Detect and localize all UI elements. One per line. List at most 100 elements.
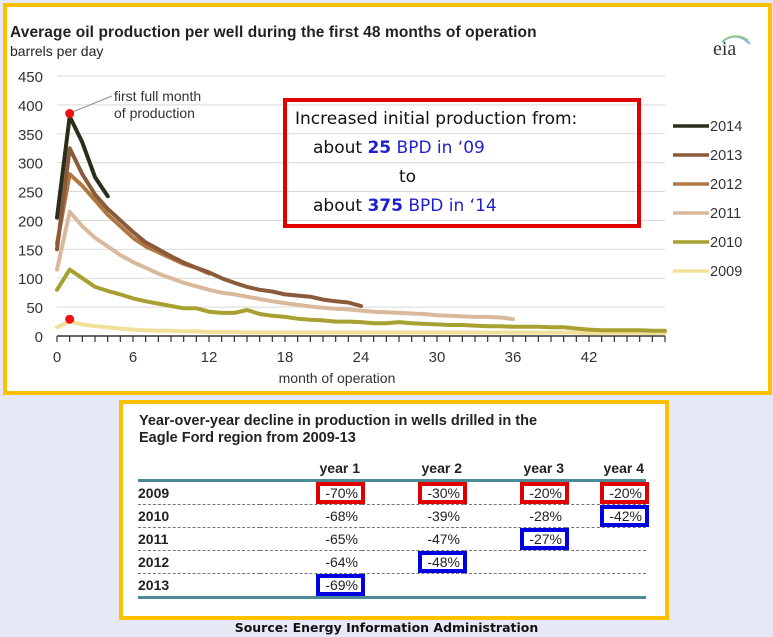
highlighted-value: -30% — [418, 482, 467, 504]
table-row: 2009 -70% -30% -20% -20% — [138, 480, 649, 505]
callout-line-3: to — [399, 167, 417, 187]
chart-title: Average oil production per well during t… — [10, 24, 537, 41]
gridlines — [57, 75, 665, 308]
series-line-2011 — [55, 209, 515, 322]
table-cell — [362, 573, 464, 599]
x-tick-label: 24 — [353, 349, 370, 366]
column-header: year 4 — [603, 460, 644, 476]
column-header — [138, 458, 260, 481]
highlighted-value: -48% — [418, 551, 467, 573]
column-header: year 1 — [319, 460, 360, 476]
callout-value-2009: 25 — [367, 138, 392, 158]
table-cell: -20% — [566, 480, 649, 505]
series-line-2014 — [55, 114, 110, 220]
legend-label: 2011 — [710, 206, 741, 222]
highlighted-value: -27% — [520, 528, 569, 550]
x-axis-label: month of operation — [279, 370, 396, 386]
y-axis-label: barrels per day — [10, 43, 104, 59]
y-tick-label: 250 — [18, 185, 43, 202]
eia-logo: eia — [710, 30, 755, 60]
table-cell — [566, 573, 646, 599]
y-tick-labels: 0 50 100 150 200 250 300 350 400 450 — [18, 69, 43, 346]
cell-value: -28% — [529, 508, 562, 524]
series-lines — [55, 114, 667, 336]
table-title-line-2: Eagle Ford region from 2009-13 — [139, 430, 356, 446]
y-tick-label: 450 — [18, 69, 43, 86]
x-tick-label: 42 — [581, 349, 598, 366]
x-tick-label: 36 — [505, 349, 522, 366]
row-label: 2013 — [138, 573, 260, 599]
cell-value: -39% — [427, 508, 460, 524]
line-chart: 0 50 100 150 200 250 300 350 400 450 0 6 12 18 24 30 36… — [18, 69, 742, 386]
table-cell: -42% — [566, 504, 649, 528]
row-label: 2009 — [138, 480, 260, 505]
cell-value: -64% — [325, 554, 358, 570]
callout-text: about — [313, 196, 368, 216]
legend-label: 2013 — [710, 148, 742, 164]
table-cell: -48% — [362, 550, 467, 574]
y-tick-label: 400 — [18, 98, 43, 115]
table-cell: -65% — [260, 527, 362, 551]
y-tick-label: 200 — [18, 213, 43, 230]
row-label: 2012 — [138, 550, 260, 574]
x-tick-label: 6 — [129, 349, 137, 366]
callout-text: about — [313, 138, 368, 158]
table-cell: -30% — [362, 480, 467, 505]
table-cell — [464, 573, 566, 599]
annotation-leader — [73, 95, 113, 113]
series-line-2009 — [55, 319, 667, 336]
table-cell: -69% — [260, 573, 365, 599]
y-tick-label: 350 — [18, 127, 43, 144]
table-cell — [464, 550, 566, 574]
table-cell: -68% — [260, 504, 362, 528]
table-row: 2011 -65% -47% -27% — [138, 527, 646, 551]
annotation-point-2014 — [65, 109, 75, 119]
legend-label: 2010 — [710, 235, 742, 251]
eia-logo-text: eia — [713, 38, 737, 60]
table-title-line-1: Year-over-year decline in production in … — [139, 413, 538, 429]
table-row: 2012 -64% -48% — [138, 550, 646, 574]
table-cell — [566, 550, 646, 574]
series-line-2010 — [55, 267, 667, 333]
callout-line-4: about 375 BPD in ‘14 — [313, 196, 497, 216]
table-cell: -28% — [464, 504, 566, 528]
legend-label: 2009 — [710, 264, 742, 280]
y-tick-label: 0 — [35, 329, 43, 346]
callout-text: BPD in ‘14 — [402, 196, 497, 216]
x-tick-label: 0 — [53, 349, 61, 366]
callout-line-1: Increased initial production from: — [295, 109, 578, 129]
table-header-row: year 1 year 2 year 3 year 4 — [138, 458, 646, 481]
y-tick-label: 100 — [18, 271, 43, 288]
annotation-text: first full month — [114, 88, 201, 104]
cell-value: -65% — [325, 531, 358, 547]
decline-table: year 1 year 2 year 3 year 4 2009 -70% -30%… — [138, 458, 649, 599]
series-line-2013 — [55, 146, 363, 308]
highlighted-value: -20% — [600, 482, 649, 504]
table-cell: -39% — [362, 504, 464, 528]
table-cell: -70% — [260, 480, 365, 505]
legend-label: 2014 — [710, 119, 742, 135]
annotation-point-2009 — [65, 314, 75, 324]
table-cell: -20% — [464, 480, 569, 505]
callout-line-2: about 25 BPD in ‘09 — [313, 138, 485, 158]
column-header: year 2 — [421, 460, 462, 476]
y-tick-label: 150 — [18, 242, 43, 259]
table-cell: -47% — [362, 527, 464, 551]
table-cell: -64% — [260, 550, 362, 574]
table-cell — [566, 527, 646, 551]
callout-box: Increased initial production from: about… — [283, 98, 641, 228]
x-tick-label: 30 — [429, 349, 446, 366]
callout-text: BPD in ‘09 — [391, 138, 485, 158]
legend-label: 2012 — [710, 177, 742, 193]
table-row: 2010 -68% -39% -28% -42% — [138, 504, 649, 528]
row-label: 2011 — [138, 527, 260, 551]
cell-value: -68% — [325, 508, 358, 524]
table-cell: -27% — [464, 527, 569, 551]
cell-value: -47% — [427, 531, 460, 547]
annotation-text: of production — [114, 105, 195, 121]
highlighted-value: -69% — [316, 574, 365, 596]
y-tick-label: 300 — [18, 156, 43, 173]
eia-swoosh-icon — [721, 35, 751, 45]
legend: 2014 2013 2012 2011 2010 2009 — [673, 119, 742, 280]
